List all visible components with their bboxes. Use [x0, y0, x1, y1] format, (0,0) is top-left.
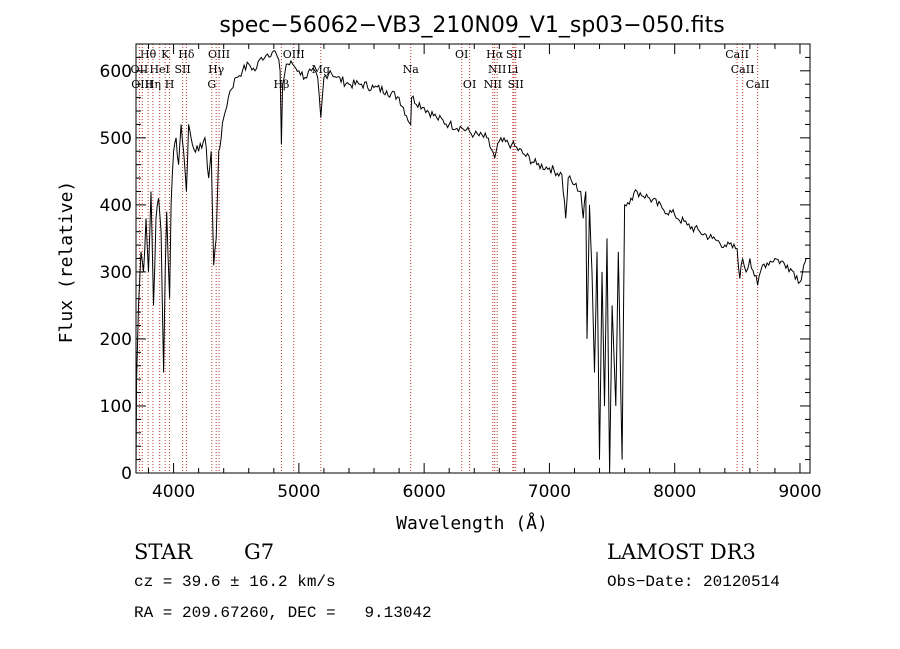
line-marker-label: OII [131, 63, 149, 76]
y-tick-label: 300 [100, 263, 132, 283]
line-marker-label: G [207, 78, 216, 91]
y-tick-label: 0 [121, 464, 132, 484]
y-tick-label: 200 [100, 330, 132, 350]
line-marker-label: H [165, 78, 175, 91]
line-marker-label: CaII [731, 63, 755, 76]
ra-dec-coordinates: RA = 209.67260, DEC = 9.13042 [134, 604, 432, 622]
line-marker-label: HeI [149, 63, 169, 76]
line-marker-label: NII [484, 78, 502, 91]
line-marker-label: NII [488, 63, 506, 76]
line-marker-label: SII [508, 78, 524, 91]
line-marker-label: Hδ [178, 48, 195, 61]
line-marker-label: OI [455, 48, 468, 61]
y-tick-label: 600 [100, 62, 132, 82]
redshift-cz: cz = 39.6 ± 16.2 km/s [134, 573, 336, 591]
obs-date: Obs−Date: 20120514 [607, 573, 780, 591]
line-marker-label: CaII [725, 48, 749, 61]
x-tick-label: 6000 [403, 482, 446, 502]
x-tick-label: 7000 [528, 482, 571, 502]
spectrum-line [135, 50, 807, 474]
x-tick-label: 5000 [277, 482, 320, 502]
chart-title: spec−56062−VB3_210N09_V1_sp03−050.fits [219, 13, 724, 38]
line-marker-label: OIII [131, 78, 153, 91]
line-marker-label: Hη [145, 78, 161, 91]
survey-label: LAMOST DR3 [607, 540, 756, 564]
object-subclass: G7 [244, 540, 275, 564]
line-marker-label: Hα [486, 48, 504, 61]
line-marker-label: Na [403, 63, 420, 76]
line-marker-label: OI [463, 78, 476, 91]
y-axis-label: Flux (relative) [56, 181, 77, 344]
line-marker-label: Hγ [208, 63, 225, 76]
object-class: STAR [134, 540, 193, 564]
line-marker-label: Hβ [273, 78, 289, 91]
x-tick-label: 8000 [653, 482, 696, 502]
y-tick-label: 400 [100, 196, 132, 216]
line-marker-label: CaII [746, 78, 770, 91]
line-marker-label: SII [506, 48, 522, 61]
y-tick-label: 100 [100, 397, 132, 417]
line-marker-label: Hθ [140, 48, 157, 61]
line-marker-label: SII [174, 63, 190, 76]
x-axis-label: Wavelength (Å) [396, 512, 548, 534]
line-marker-label: OIII [283, 48, 305, 61]
x-tick-label: 4000 [152, 482, 195, 502]
plot-frame [135, 43, 811, 474]
line-marker-label: K [161, 48, 170, 61]
x-tick-label: 9000 [778, 482, 821, 502]
line-marker-label: Li [507, 63, 518, 76]
axis-ticks: 4000 5000 6000 7000 8000 9000 0 100 200 300 400 500… [100, 44, 822, 502]
line-marker-label: OIII [208, 48, 230, 61]
y-tick-label: 500 [100, 129, 132, 149]
